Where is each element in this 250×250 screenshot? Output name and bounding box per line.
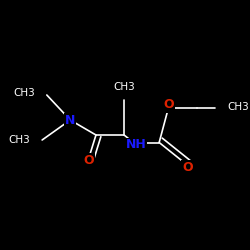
Text: CH3: CH3 (113, 82, 135, 92)
Text: O: O (163, 98, 174, 112)
Text: NH: NH (126, 138, 146, 151)
Text: CH3: CH3 (13, 88, 35, 98)
Text: O: O (182, 161, 192, 174)
Text: O: O (84, 154, 94, 166)
Text: N: N (65, 114, 76, 126)
Text: CH3: CH3 (227, 102, 249, 113)
Text: CH3: CH3 (9, 135, 30, 145)
